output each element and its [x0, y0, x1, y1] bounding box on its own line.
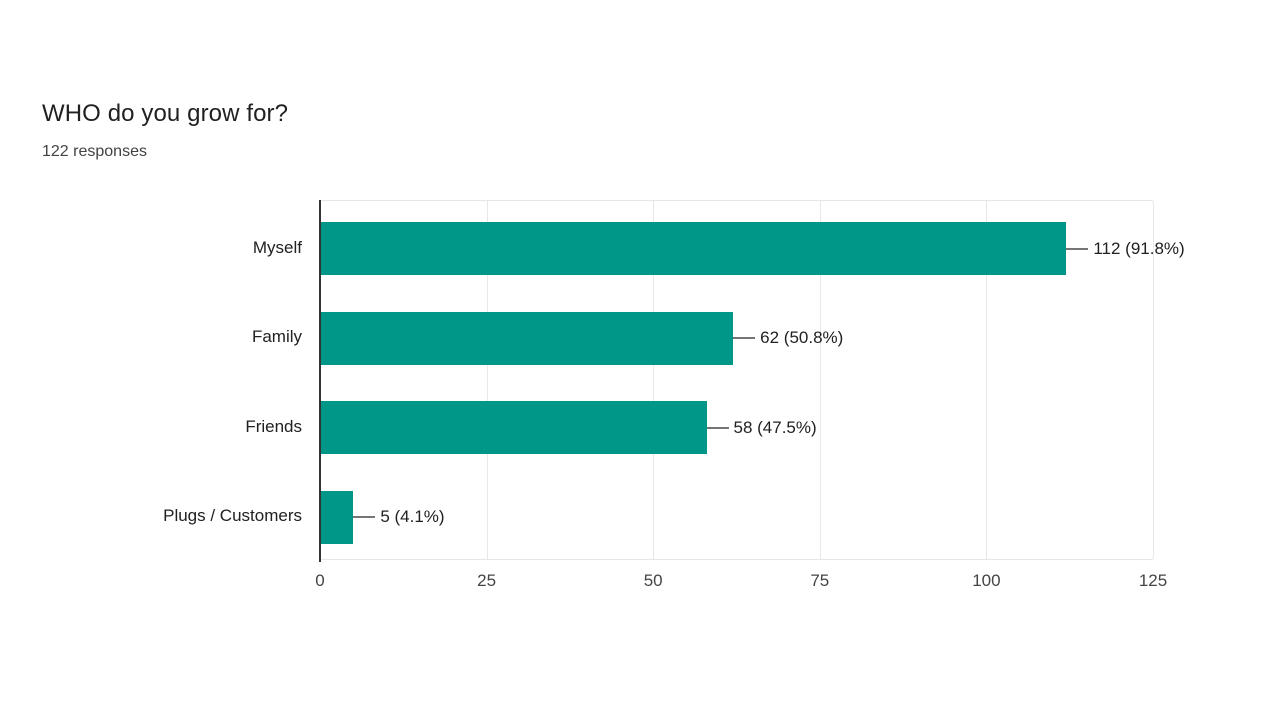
value-label: 5 (4.1%) — [380, 507, 445, 527]
bar-myself — [320, 222, 1067, 276]
x-tick-label: 0 — [315, 571, 325, 590]
plot-area: 112 (91.8%) 62 (50.8%) 58 (47.5%) 5 (4.1%) — [320, 200, 1185, 560]
gridline — [653, 201, 655, 559]
gridline — [486, 201, 488, 559]
category-labels: Myself Family Friends Plugs / Customers — [0, 200, 302, 558]
x-tick-label: 75 — [810, 571, 830, 590]
leader-line — [706, 426, 729, 429]
value-label: 112 (91.8%) — [1093, 238, 1185, 258]
gridline — [1153, 201, 1154, 559]
bar-family — [320, 311, 734, 365]
x-tick-label: 50 — [643, 571, 663, 590]
leader-line — [353, 516, 376, 519]
category-label: Plugs / Customers — [163, 506, 302, 526]
category-label: Myself — [252, 237, 302, 257]
x-tick-label: 25 — [477, 571, 497, 590]
bar-plugs-customers — [320, 490, 354, 544]
value-label: 58 (47.5%) — [733, 417, 817, 437]
y-axis-line — [319, 200, 321, 562]
bar-friends — [320, 401, 707, 455]
x-tick-label: 125 — [1138, 571, 1168, 590]
category-label: Friends — [245, 416, 302, 436]
value-label: 62 (50.8%) — [760, 328, 844, 348]
category-label: Family — [251, 327, 302, 347]
chart-title: WHO do you grow for? — [42, 100, 289, 127]
gridline — [986, 201, 988, 559]
x-tick-label: 100 — [972, 571, 1001, 590]
leader-line — [1066, 247, 1089, 250]
leader-line — [733, 337, 756, 340]
gridline — [819, 201, 821, 559]
response-count: 122 responses — [42, 143, 147, 160]
